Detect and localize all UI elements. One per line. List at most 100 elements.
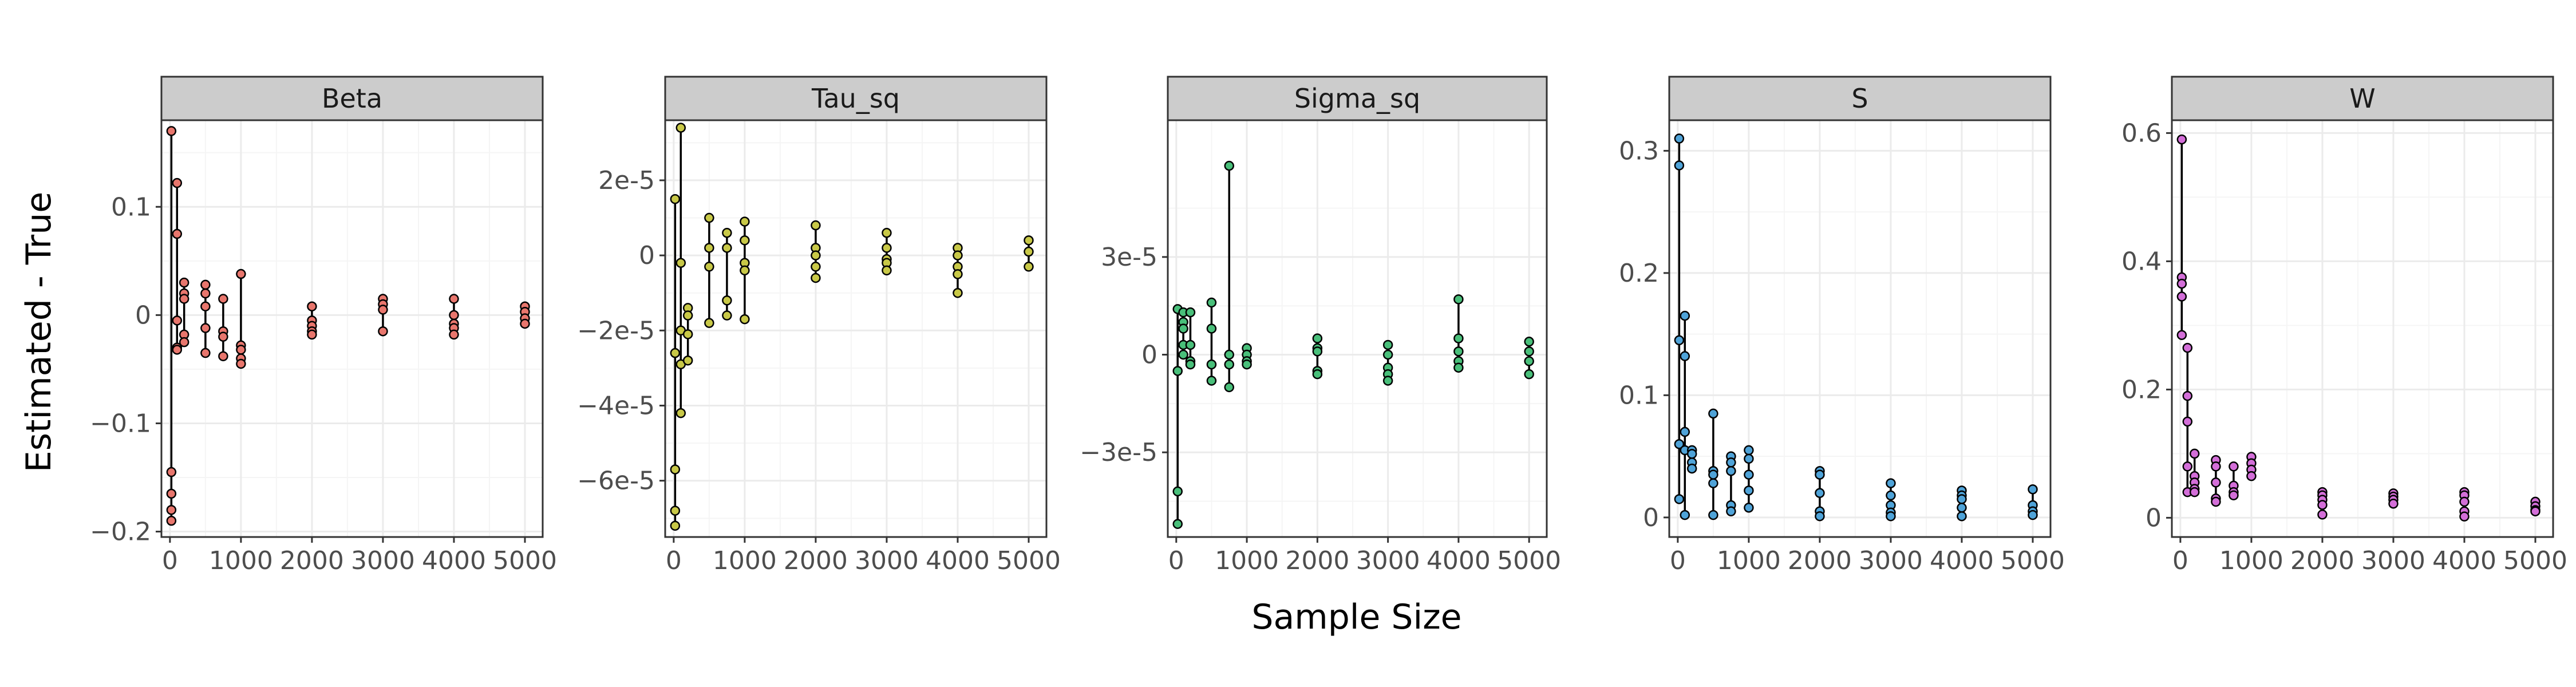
data-point xyxy=(2388,499,2399,509)
data-point xyxy=(1185,307,1196,318)
data-point xyxy=(1524,337,1534,347)
x-tick-label: 4000 xyxy=(422,546,486,575)
data-point xyxy=(682,355,693,366)
data-point xyxy=(1726,465,1736,476)
data-point xyxy=(1674,439,1685,449)
plot-background xyxy=(2172,120,2553,537)
data-point xyxy=(682,329,693,339)
x-tick-label: 1000 xyxy=(209,546,273,575)
y-tick-label: −2e-5 xyxy=(577,316,655,345)
data-point xyxy=(200,279,211,290)
y-tick-label: 0.3 xyxy=(1619,136,1659,165)
data-point xyxy=(1674,133,1685,144)
data-point xyxy=(1178,349,1188,360)
data-point xyxy=(740,235,750,246)
data-point xyxy=(1680,510,1690,520)
data-point xyxy=(704,212,714,223)
facet-4: W 0 1000 2000 3000 4000 5000 0 0.2 0.4 0.6 xyxy=(2121,76,2567,575)
x-tick-label: 2000 xyxy=(784,546,848,575)
y-tick-label: 0.1 xyxy=(111,192,151,222)
y-tick-label: 0.2 xyxy=(2121,375,2162,404)
data-point xyxy=(1185,339,1196,350)
data-point xyxy=(1224,160,1235,171)
data-point xyxy=(1815,488,1825,498)
data-point xyxy=(2028,510,2038,520)
data-point xyxy=(2317,510,2328,520)
data-point xyxy=(882,265,892,276)
data-point xyxy=(953,287,963,298)
data-point xyxy=(1957,503,1967,513)
data-point xyxy=(1524,369,1534,380)
data-point xyxy=(811,250,821,260)
data-point xyxy=(2176,278,2187,289)
x-tick-label: 3000 xyxy=(351,546,415,575)
data-point xyxy=(2317,500,2328,510)
data-point xyxy=(200,348,211,358)
data-point xyxy=(2176,134,2187,145)
data-point xyxy=(704,318,714,328)
data-point xyxy=(200,301,211,311)
data-point xyxy=(1674,335,1685,346)
y-tick-label: 0.1 xyxy=(1619,381,1659,410)
data-point xyxy=(740,265,750,276)
y-tick-label: 0.2 xyxy=(1619,259,1659,288)
data-point xyxy=(166,467,177,477)
y-tick-label: 0 xyxy=(639,241,655,270)
data-point xyxy=(172,228,183,239)
data-point xyxy=(670,194,681,204)
data-point xyxy=(307,329,317,340)
data-point xyxy=(1172,366,1183,376)
data-point xyxy=(378,305,388,315)
y-tick-label: 0 xyxy=(1141,341,1157,370)
data-point xyxy=(2211,477,2221,488)
x-tick-label: 3000 xyxy=(2361,546,2425,575)
data-point xyxy=(1453,346,1464,357)
x-tick-label: 4000 xyxy=(2432,546,2496,575)
data-point xyxy=(1815,511,1825,522)
y-tick-label: −6e-5 xyxy=(577,467,655,496)
data-point xyxy=(704,262,714,272)
data-point xyxy=(675,408,686,418)
data-point xyxy=(172,345,183,355)
x-tick-label: 5000 xyxy=(2001,546,2065,575)
data-point xyxy=(1224,382,1235,393)
data-point xyxy=(882,228,892,238)
data-point xyxy=(1726,506,1736,516)
x-tick-label: 5000 xyxy=(2503,546,2567,575)
data-point xyxy=(670,506,681,516)
data-point xyxy=(1744,503,1754,513)
plot-background xyxy=(665,120,1046,537)
data-point xyxy=(2211,461,2221,472)
data-point xyxy=(1024,235,1034,246)
y-tick-label: 0 xyxy=(1643,503,1659,532)
x-tick-label: 1000 xyxy=(1215,546,1279,575)
data-point xyxy=(1886,490,1896,501)
data-point xyxy=(1453,333,1464,344)
facet-strip-label: Sigma_sq xyxy=(1294,83,1420,114)
data-point xyxy=(1886,478,1896,488)
data-point xyxy=(1708,510,1718,520)
data-point xyxy=(1744,469,1754,480)
data-point xyxy=(1185,359,1196,370)
data-point xyxy=(675,258,686,268)
facet-strip-label: Tau_sq xyxy=(811,83,900,114)
data-point xyxy=(2189,487,2200,498)
data-point xyxy=(166,126,177,136)
data-point xyxy=(1674,494,1685,504)
x-tick-label: 2000 xyxy=(2290,546,2354,575)
x-tick-label: 2000 xyxy=(1285,546,1349,575)
data-point xyxy=(2211,496,2221,507)
data-point xyxy=(2530,506,2541,516)
data-point xyxy=(682,310,693,321)
y-tick-label: 0 xyxy=(135,301,151,330)
data-point xyxy=(236,269,246,279)
facet-0: Beta 0 1000 2000 3000 4000 5000 −0.2 −0.1 0 0.1 xyxy=(90,76,557,575)
data-point xyxy=(722,310,732,321)
y-tick-label: 0.4 xyxy=(2121,247,2162,276)
data-point xyxy=(1312,333,1323,344)
data-point xyxy=(1382,349,1393,360)
data-point xyxy=(1206,376,1217,386)
data-point xyxy=(1224,349,1235,360)
data-point xyxy=(722,228,732,238)
x-tick-label: 3000 xyxy=(855,546,919,575)
